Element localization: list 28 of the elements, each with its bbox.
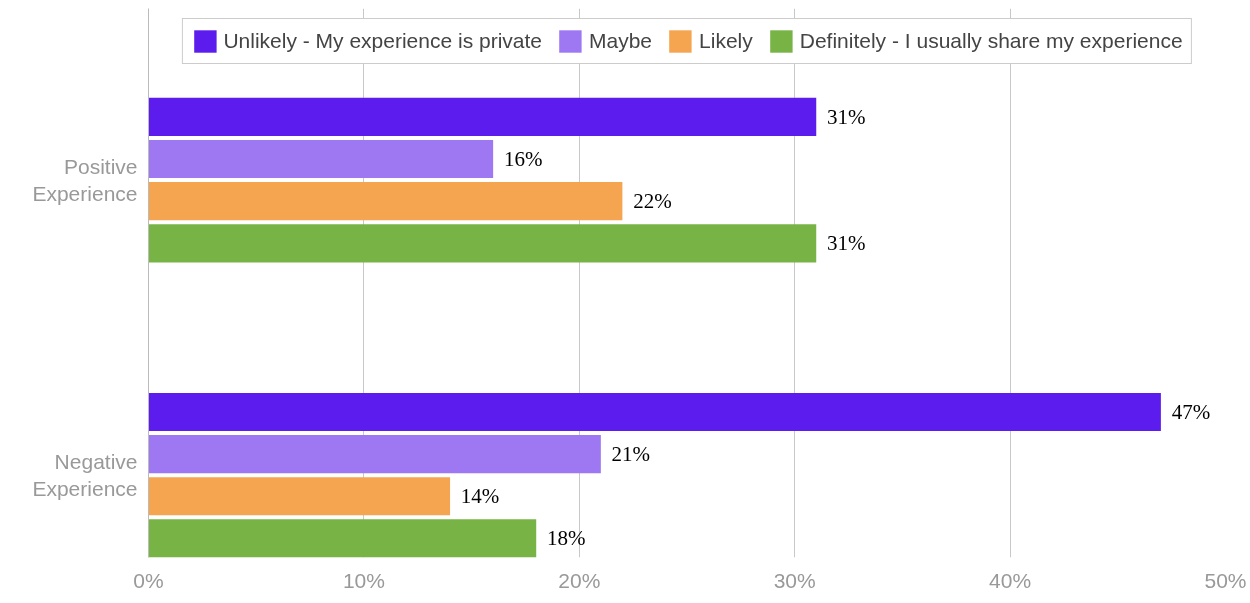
data-label: 31% bbox=[827, 104, 866, 129]
x-tick-label: 50% bbox=[1204, 568, 1247, 592]
y-tick-label: Positive Experience bbox=[32, 154, 138, 206]
legend-label: Definitely - I usually share my experience bbox=[799, 29, 1183, 53]
bar bbox=[148, 139, 494, 179]
data-label: 16% bbox=[503, 147, 543, 172]
data-label: 14% bbox=[460, 484, 500, 509]
x-tick-label: 30% bbox=[773, 568, 816, 592]
data-label: 31% bbox=[827, 231, 866, 256]
data-label: 47% bbox=[1171, 399, 1211, 424]
data-label: 21% bbox=[611, 442, 651, 467]
y-tick-label: Negative Experience bbox=[32, 449, 138, 501]
bar bbox=[148, 182, 623, 221]
x-tick-label: 0% bbox=[133, 568, 164, 592]
x-tick-label: 10% bbox=[342, 568, 385, 592]
bar bbox=[148, 477, 451, 516]
legend-label: Likely bbox=[699, 29, 753, 53]
x-tick-label: 20% bbox=[558, 568, 601, 592]
legend-label: Unlikely - My experience is private bbox=[223, 29, 543, 53]
bar bbox=[148, 224, 817, 263]
bar bbox=[148, 519, 537, 558]
bar bbox=[148, 435, 601, 474]
bar bbox=[148, 392, 1161, 432]
bar bbox=[148, 97, 817, 136]
data-label: 18% bbox=[546, 526, 586, 551]
data-label: 22% bbox=[633, 189, 672, 214]
x-tick-label: 40% bbox=[989, 568, 1032, 592]
legend-label: Maybe bbox=[589, 29, 653, 53]
